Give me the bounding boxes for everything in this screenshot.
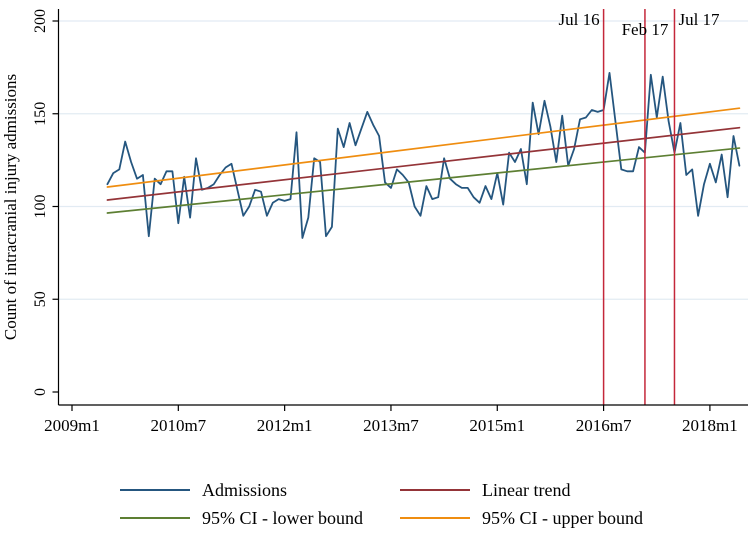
x-tick-label-2018m1: 2018m1	[682, 416, 738, 435]
legend-swatch-95-ci-lower-bound	[120, 517, 190, 519]
legend-item-admissions: Admissions	[120, 479, 287, 501]
x-tick-label-2009m1: 2009m1	[44, 416, 100, 435]
vline-label-2017m7: Jul 17	[678, 10, 720, 29]
y-axis-title: Count of intracranial injury admissions	[1, 74, 20, 340]
legend-label-95-ci-upper-bound: 95% CI - upper bound	[482, 507, 643, 528]
x-tick-label-2010m7: 2010m7	[150, 416, 206, 435]
legend-item-95-ci-upper-bound: 95% CI - upper bound	[400, 507, 643, 529]
x-tick-label-2012m1: 2012m1	[257, 416, 313, 435]
legend-swatch-admissions	[120, 489, 190, 491]
y-tick-label-0: 0	[32, 388, 49, 396]
legend-swatch-95-ci-upper-bound	[400, 517, 470, 519]
legend-label-95-ci-lower-bound: 95% CI - lower bound	[202, 507, 363, 528]
legend-label-linear-trend: Linear trend	[482, 479, 571, 500]
legend-item-linear-trend: Linear trend	[400, 479, 570, 501]
x-tick-label-2015m1: 2015m1	[469, 416, 525, 435]
legend-swatch-linear-trend	[400, 489, 470, 491]
legend-label-admissions: Admissions	[202, 479, 288, 500]
vline-label-2017m2: Feb 17	[622, 20, 669, 39]
vline-label-2016m7: Jul 16	[559, 10, 600, 29]
x-tick-label-2013m7: 2013m7	[363, 416, 419, 435]
legend-item-95-ci-lower-bound: 95% CI - lower bound	[120, 507, 363, 529]
event-vlines: Jul 16 Feb 17 Jul 17	[559, 9, 720, 405]
y-tick-label-100: 100	[32, 195, 49, 219]
data-series	[106, 72, 741, 239]
y-tick-label-200: 200	[32, 9, 49, 33]
series-line-linear-trend	[106, 126, 741, 201]
y-tick-label-50: 50	[32, 291, 49, 307]
x-tick-label-2016m7: 2016m7	[576, 416, 632, 435]
axes: 0 50 100 150 200 2009m1 2010m7 2012m1 2013m7 2015…	[32, 9, 748, 435]
chart-plot-area: Jul 16 Feb 17 Jul 17 0 50 100 150 200 2009m1 201…	[1, 9, 748, 435]
series-line-95-ci-lower-bound	[106, 147, 741, 214]
y-tick-label-150: 150	[32, 102, 49, 126]
series-line-95-ci-upper-bound	[106, 107, 741, 188]
series-line-admissions	[106, 72, 741, 239]
